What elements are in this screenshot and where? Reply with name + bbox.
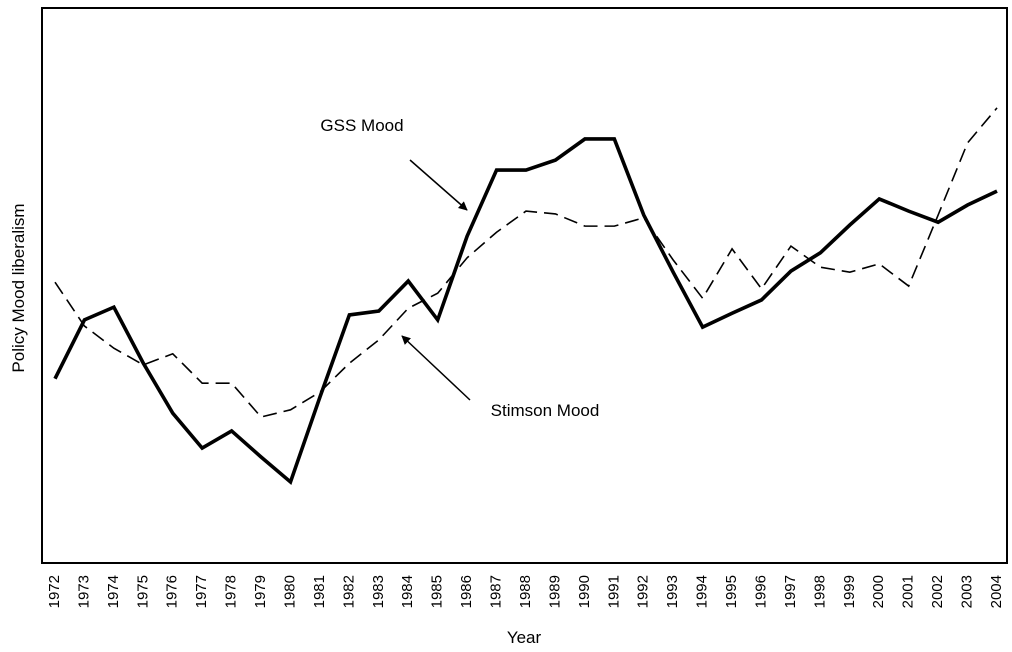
x-tick-label: 1972 [46,575,63,608]
x-tick-label: 1991 [605,575,622,608]
x-tick-label: 2000 [870,575,887,608]
x-tick-label: 1981 [311,575,328,608]
x-tick-label: 1999 [841,575,858,608]
x-tick-label: 1975 [134,575,151,608]
x-tick-label: 1986 [458,575,475,608]
annotation-arrow [401,335,471,401]
x-tick-label: 1990 [576,575,593,608]
x-tick-label: 1987 [488,575,505,608]
x-tick-label: 1973 [75,575,92,608]
x-tick-label: 2003 [959,575,976,608]
x-tick-label: 2002 [929,575,946,608]
x-tick-label: 1974 [105,575,122,608]
series-line [54,107,998,418]
x-tick-label: 2001 [900,575,917,608]
x-tick-label: 1984 [399,575,416,608]
x-tick-label: 1993 [664,575,681,608]
x-tick-label: 1978 [223,575,240,608]
x-tick-label: 1996 [752,575,769,608]
y-axis-title: Policy Mood liberalism [9,203,28,372]
x-tick-label: 1998 [811,575,828,608]
x-axis-title: Year [507,628,542,647]
x-tick-label: 1995 [723,575,740,608]
annotation-arrow [409,159,468,211]
plot-frame [41,7,1008,564]
series-annotation: GSS Mood [320,116,403,135]
series-annotation: Stimson Mood [491,401,600,420]
series-line [53,137,998,486]
x-tick-label: 1988 [517,575,534,608]
x-tick-label: 1985 [429,575,446,608]
x-tick-label: 1979 [252,575,269,608]
x-tick-label: 2004 [988,575,1005,608]
x-tick-label: 1992 [635,575,652,608]
x-tick-label: 1982 [340,575,357,608]
x-tick-label: 1997 [782,575,799,608]
x-tick-label: 1989 [546,575,563,608]
x-tick-label: 1983 [370,575,387,608]
x-tick-label: 1980 [281,575,298,608]
x-tick-label: 1976 [164,575,181,608]
x-tick-label: 1977 [193,575,210,608]
x-tick-label: 1994 [694,575,711,608]
